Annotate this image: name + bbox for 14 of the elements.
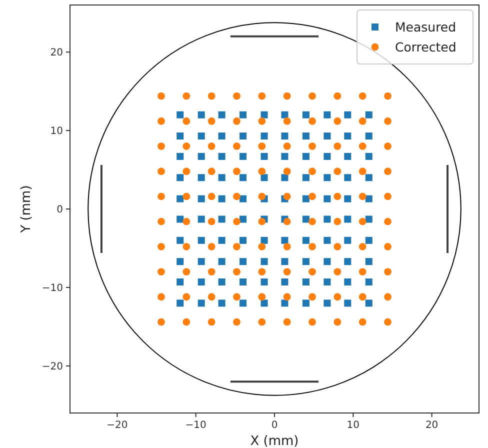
legend-label: Corrected bbox=[395, 39, 456, 54]
y-tick-label: 20 bbox=[50, 48, 63, 59]
legend-label: Measured bbox=[395, 19, 456, 34]
y-tick-label: 10 bbox=[50, 126, 63, 138]
y-tick-label: −10 bbox=[42, 282, 63, 294]
x-tick-label: 10 bbox=[346, 420, 360, 431]
x-tick-label: 0 bbox=[271, 420, 278, 431]
y-axis-title: Y (mm) bbox=[19, 185, 34, 234]
y-tick-label: 0 bbox=[56, 204, 63, 216]
x-axis-title: X (mm) bbox=[250, 434, 299, 448]
x-tick-label: −10 bbox=[185, 420, 206, 431]
x-tick-label: −20 bbox=[106, 420, 128, 431]
x-tick-label: 20 bbox=[425, 420, 438, 431]
y-tick-label: −20 bbox=[42, 361, 63, 372]
